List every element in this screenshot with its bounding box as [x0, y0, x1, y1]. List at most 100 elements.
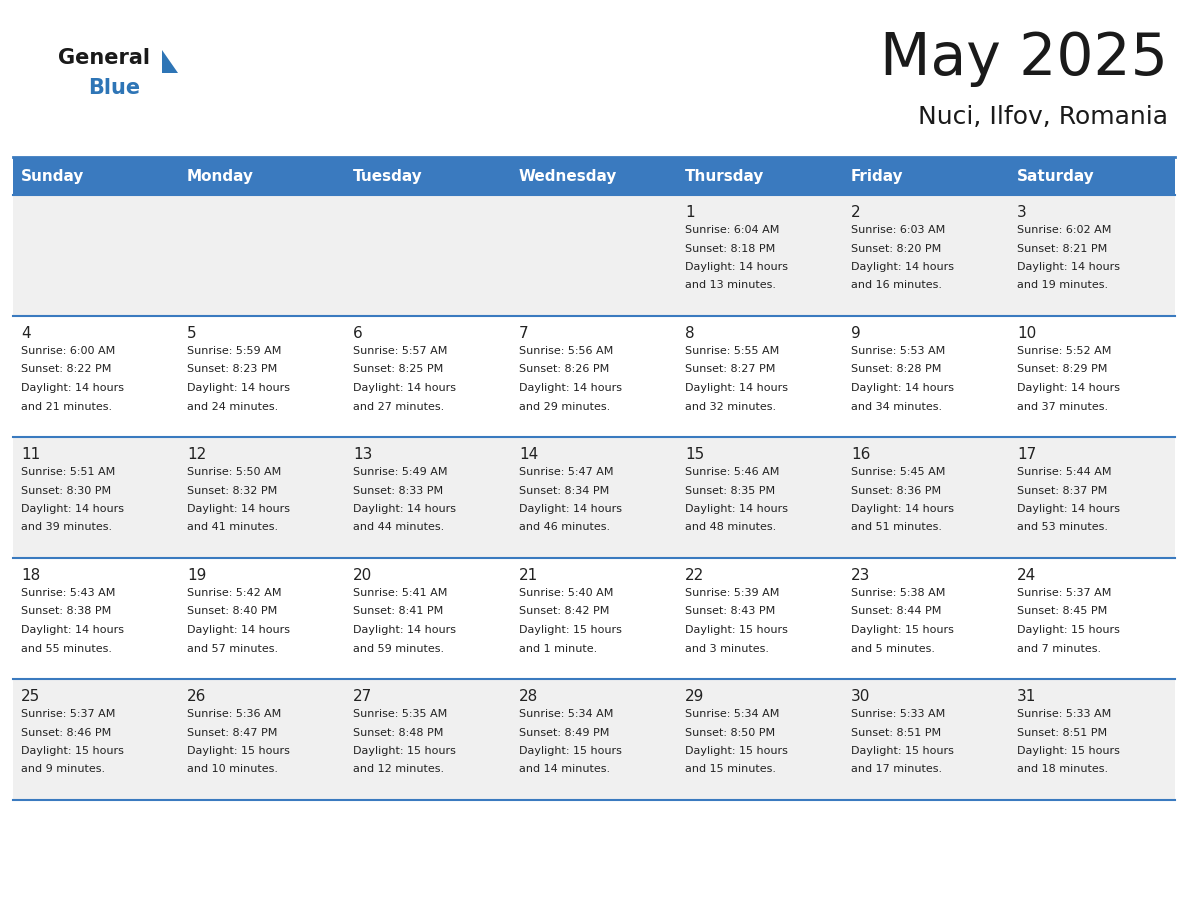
- Text: 5: 5: [187, 326, 197, 341]
- Text: Sunrise: 5:50 AM: Sunrise: 5:50 AM: [187, 467, 282, 477]
- Text: and 3 minutes.: and 3 minutes.: [685, 644, 769, 654]
- Text: and 46 minutes.: and 46 minutes.: [519, 522, 611, 532]
- Text: Sunrise: 5:44 AM: Sunrise: 5:44 AM: [1017, 467, 1112, 477]
- Text: Sunrise: 5:49 AM: Sunrise: 5:49 AM: [353, 467, 448, 477]
- Text: Nuci, Ilfov, Romania: Nuci, Ilfov, Romania: [918, 105, 1168, 129]
- Text: Sunrise: 5:36 AM: Sunrise: 5:36 AM: [187, 709, 282, 719]
- Bar: [345, 558, 511, 679]
- Text: and 34 minutes.: and 34 minutes.: [851, 401, 942, 411]
- Text: 8: 8: [685, 326, 695, 341]
- Bar: [511, 437, 677, 558]
- Text: Sunset: 8:22 PM: Sunset: 8:22 PM: [21, 364, 112, 375]
- Text: and 41 minutes.: and 41 minutes.: [187, 522, 278, 532]
- Text: Sunset: 8:23 PM: Sunset: 8:23 PM: [187, 364, 277, 375]
- Text: Sunset: 8:26 PM: Sunset: 8:26 PM: [519, 364, 609, 375]
- Text: Sunset: 8:41 PM: Sunset: 8:41 PM: [353, 607, 443, 617]
- Bar: [179, 558, 345, 679]
- Text: 20: 20: [353, 568, 372, 583]
- Text: Saturday: Saturday: [1017, 169, 1095, 184]
- Text: Sunset: 8:48 PM: Sunset: 8:48 PM: [353, 727, 443, 737]
- Text: Daylight: 14 hours: Daylight: 14 hours: [519, 383, 623, 393]
- Text: and 44 minutes.: and 44 minutes.: [353, 522, 444, 532]
- Text: Sunrise: 5:45 AM: Sunrise: 5:45 AM: [851, 467, 946, 477]
- Bar: [345, 679, 511, 800]
- Text: Daylight: 14 hours: Daylight: 14 hours: [1017, 504, 1120, 514]
- Text: Daylight: 14 hours: Daylight: 14 hours: [21, 625, 124, 635]
- Text: 31: 31: [1017, 689, 1036, 704]
- Bar: [511, 157, 677, 195]
- Text: Daylight: 14 hours: Daylight: 14 hours: [187, 383, 290, 393]
- Bar: [13, 316, 179, 437]
- Bar: [677, 157, 843, 195]
- Bar: [179, 157, 345, 195]
- Text: Sunset: 8:20 PM: Sunset: 8:20 PM: [851, 243, 941, 253]
- Text: 13: 13: [353, 447, 372, 462]
- Text: Sunrise: 5:53 AM: Sunrise: 5:53 AM: [851, 346, 946, 356]
- Text: 28: 28: [519, 689, 538, 704]
- Text: 30: 30: [851, 689, 871, 704]
- Text: and 14 minutes.: and 14 minutes.: [519, 765, 611, 775]
- Text: Daylight: 14 hours: Daylight: 14 hours: [851, 262, 954, 272]
- Bar: [843, 558, 1009, 679]
- Text: Sunset: 8:30 PM: Sunset: 8:30 PM: [21, 486, 112, 496]
- Text: Daylight: 14 hours: Daylight: 14 hours: [685, 383, 788, 393]
- Text: Sunset: 8:42 PM: Sunset: 8:42 PM: [519, 607, 609, 617]
- Text: and 10 minutes.: and 10 minutes.: [187, 765, 278, 775]
- Text: Daylight: 15 hours: Daylight: 15 hours: [353, 746, 456, 756]
- Text: Sunrise: 6:02 AM: Sunrise: 6:02 AM: [1017, 225, 1112, 235]
- Text: Daylight: 15 hours: Daylight: 15 hours: [851, 746, 954, 756]
- Bar: [1009, 558, 1175, 679]
- Bar: [677, 558, 843, 679]
- Bar: [677, 195, 843, 316]
- Text: and 7 minutes.: and 7 minutes.: [1017, 644, 1101, 654]
- Text: Sunrise: 5:33 AM: Sunrise: 5:33 AM: [851, 709, 946, 719]
- Text: Sunrise: 6:00 AM: Sunrise: 6:00 AM: [21, 346, 115, 356]
- Bar: [179, 437, 345, 558]
- Text: Sunrise: 5:52 AM: Sunrise: 5:52 AM: [1017, 346, 1112, 356]
- Text: Daylight: 15 hours: Daylight: 15 hours: [851, 625, 954, 635]
- Text: and 21 minutes.: and 21 minutes.: [21, 401, 112, 411]
- Bar: [843, 437, 1009, 558]
- Text: and 12 minutes.: and 12 minutes.: [353, 765, 444, 775]
- Text: Sunset: 8:34 PM: Sunset: 8:34 PM: [519, 486, 609, 496]
- Text: Daylight: 14 hours: Daylight: 14 hours: [353, 625, 456, 635]
- Text: Daylight: 14 hours: Daylight: 14 hours: [353, 383, 456, 393]
- Text: 24: 24: [1017, 568, 1036, 583]
- Text: Sunrise: 5:43 AM: Sunrise: 5:43 AM: [21, 588, 115, 598]
- Text: Sunrise: 5:39 AM: Sunrise: 5:39 AM: [685, 588, 779, 598]
- Text: Daylight: 15 hours: Daylight: 15 hours: [1017, 625, 1120, 635]
- Text: Daylight: 14 hours: Daylight: 14 hours: [1017, 262, 1120, 272]
- Text: Daylight: 14 hours: Daylight: 14 hours: [851, 383, 954, 393]
- Text: Sunset: 8:49 PM: Sunset: 8:49 PM: [519, 727, 609, 737]
- Text: Daylight: 14 hours: Daylight: 14 hours: [187, 504, 290, 514]
- Bar: [179, 679, 345, 800]
- Text: Sunset: 8:37 PM: Sunset: 8:37 PM: [1017, 486, 1107, 496]
- Text: Daylight: 14 hours: Daylight: 14 hours: [353, 504, 456, 514]
- Text: General: General: [58, 48, 150, 68]
- Text: Sunrise: 6:03 AM: Sunrise: 6:03 AM: [851, 225, 946, 235]
- Text: 14: 14: [519, 447, 538, 462]
- Text: Sunrise: 5:33 AM: Sunrise: 5:33 AM: [1017, 709, 1111, 719]
- Text: Daylight: 14 hours: Daylight: 14 hours: [187, 625, 290, 635]
- Text: and 57 minutes.: and 57 minutes.: [187, 644, 278, 654]
- Bar: [843, 195, 1009, 316]
- Bar: [345, 437, 511, 558]
- Text: Monday: Monday: [187, 169, 254, 184]
- Text: Sunrise: 5:46 AM: Sunrise: 5:46 AM: [685, 467, 779, 477]
- Text: 10: 10: [1017, 326, 1036, 341]
- Bar: [1009, 679, 1175, 800]
- Text: and 39 minutes.: and 39 minutes.: [21, 522, 112, 532]
- Text: Wednesday: Wednesday: [519, 169, 618, 184]
- Text: Sunset: 8:18 PM: Sunset: 8:18 PM: [685, 243, 776, 253]
- Text: 9: 9: [851, 326, 861, 341]
- Bar: [13, 679, 179, 800]
- Bar: [345, 316, 511, 437]
- Text: and 15 minutes.: and 15 minutes.: [685, 765, 776, 775]
- Text: and 1 minute.: and 1 minute.: [519, 644, 598, 654]
- Text: 25: 25: [21, 689, 40, 704]
- Bar: [843, 157, 1009, 195]
- Text: Sunrise: 5:38 AM: Sunrise: 5:38 AM: [851, 588, 946, 598]
- Bar: [511, 558, 677, 679]
- Text: 15: 15: [685, 447, 704, 462]
- Text: Daylight: 15 hours: Daylight: 15 hours: [685, 746, 788, 756]
